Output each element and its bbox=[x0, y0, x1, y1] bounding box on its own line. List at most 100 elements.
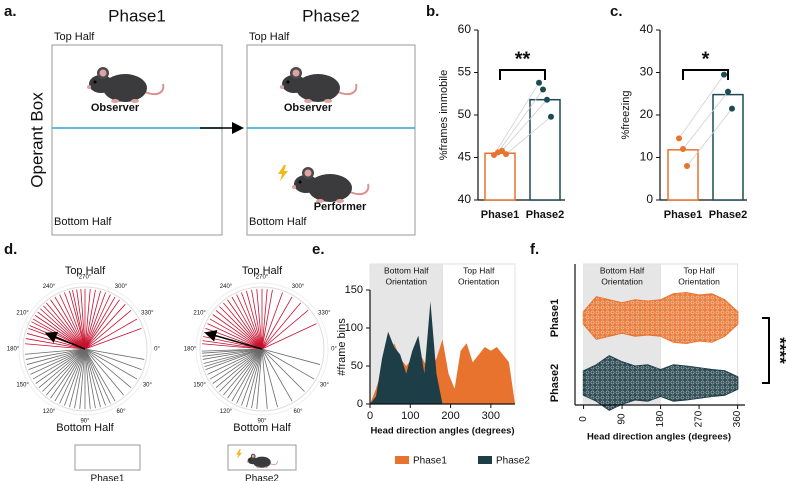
swarm-texture bbox=[583, 292, 738, 344]
swarm-texture bbox=[583, 356, 738, 410]
x-tick-label: Phase2 bbox=[526, 209, 565, 221]
direction-line bbox=[84, 294, 111, 350]
significance-label: **** bbox=[771, 337, 786, 364]
direction-line bbox=[46, 302, 86, 350]
region-label: Top Half bbox=[54, 31, 95, 43]
angle-tick-label: 30° bbox=[143, 383, 153, 389]
angle-tick-label: 240° bbox=[43, 284, 56, 290]
direction-line bbox=[84, 289, 91, 350]
significance-label: ** bbox=[515, 48, 531, 70]
angle-tick-label: 240° bbox=[220, 284, 233, 290]
pair-line bbox=[497, 89, 544, 153]
direction-line bbox=[223, 348, 263, 396]
y-tick-label: 45 bbox=[458, 150, 472, 164]
direction-line bbox=[42, 305, 86, 350]
y-axis-label: %frames immobile bbox=[438, 70, 450, 160]
y-tick-label: 50 bbox=[351, 360, 363, 372]
direction-line bbox=[207, 348, 263, 375]
polar-rim bbox=[195, 282, 329, 416]
pair-line bbox=[686, 108, 733, 167]
angle-tick-label: 90° bbox=[257, 419, 267, 425]
direction-line bbox=[223, 302, 263, 350]
data-point bbox=[684, 163, 690, 169]
panel-label: c. bbox=[610, 3, 623, 20]
pair-line bbox=[678, 74, 725, 139]
polar-rim bbox=[22, 286, 148, 412]
x-tick-label: 300 bbox=[482, 410, 500, 422]
legend-label: Phase2 bbox=[245, 474, 279, 481]
direction-line bbox=[72, 290, 86, 350]
direction-line bbox=[201, 348, 263, 352]
data-point bbox=[499, 147, 505, 154]
direction-line bbox=[32, 348, 86, 380]
direction-line bbox=[227, 299, 263, 350]
direction-line bbox=[84, 299, 120, 350]
y-tick-label: 50 bbox=[458, 107, 472, 121]
direction-line bbox=[32, 318, 86, 350]
data-point bbox=[536, 79, 542, 86]
direction-line bbox=[202, 348, 263, 357]
data-point bbox=[680, 146, 686, 152]
direction-line bbox=[54, 348, 86, 402]
direction-line bbox=[84, 304, 126, 350]
direction-line bbox=[261, 302, 301, 350]
direction-line bbox=[207, 323, 263, 350]
direction-line bbox=[261, 348, 315, 380]
direction-line bbox=[261, 348, 268, 409]
panel-label: f. bbox=[530, 241, 539, 258]
phase-title: Phase2 bbox=[302, 6, 360, 25]
direction-line bbox=[236, 294, 263, 350]
direction-line bbox=[84, 348, 132, 388]
x-tick-label: 270 bbox=[694, 410, 705, 427]
x-tick-label: 0 bbox=[578, 416, 589, 422]
y-tick-label: 40 bbox=[640, 22, 654, 36]
direction-line bbox=[215, 310, 263, 350]
polar-rim bbox=[18, 282, 152, 416]
panel-label: a. bbox=[4, 3, 17, 20]
angle-tick-label: 90° bbox=[80, 419, 90, 425]
direction-line bbox=[30, 348, 86, 375]
direction-line bbox=[256, 348, 263, 409]
panel-label: d. bbox=[4, 241, 17, 258]
direction-line bbox=[261, 323, 317, 350]
data-point bbox=[548, 113, 554, 120]
direction-line bbox=[227, 348, 263, 399]
direction-line bbox=[37, 311, 86, 350]
direction-line bbox=[261, 292, 283, 350]
phase-title: Phase1 bbox=[108, 6, 166, 25]
direction-line bbox=[203, 348, 263, 364]
direction-line bbox=[84, 348, 142, 370]
region-label: Orientation bbox=[385, 276, 427, 286]
direction-line bbox=[74, 348, 86, 409]
significance-bracket bbox=[499, 69, 546, 80]
direction-line bbox=[215, 348, 263, 388]
direction-line bbox=[84, 292, 106, 350]
bar bbox=[712, 93, 744, 201]
mouse-label: Observer bbox=[284, 102, 333, 114]
direction-line bbox=[84, 348, 124, 396]
data-point bbox=[721, 71, 727, 78]
region-label: Bottom Half bbox=[384, 265, 429, 275]
angle-tick-label: 60° bbox=[293, 409, 303, 415]
direction-line bbox=[84, 296, 116, 350]
data-point bbox=[729, 105, 735, 112]
region-label: Bottom Half bbox=[54, 216, 112, 228]
significance-bracket bbox=[762, 317, 770, 384]
direction-line bbox=[251, 348, 263, 409]
data-point bbox=[544, 96, 550, 103]
x-tick-label: 90 bbox=[617, 413, 628, 425]
direction-line bbox=[64, 292, 86, 350]
polar-bottom-label: Bottom Half bbox=[233, 422, 291, 434]
angle-tick-label: 0° bbox=[154, 347, 160, 353]
direction-line bbox=[69, 290, 86, 350]
direction-line bbox=[84, 348, 96, 409]
angle-tick-label: 30° bbox=[320, 383, 330, 389]
legend-box bbox=[74, 444, 141, 471]
y-tick-label: 0 bbox=[646, 192, 653, 206]
angle-tick-label: 210° bbox=[193, 311, 206, 317]
direction-line bbox=[46, 348, 86, 396]
mean-arrow bbox=[204, 329, 263, 350]
direction-line bbox=[25, 343, 86, 350]
direction-line bbox=[54, 296, 86, 350]
